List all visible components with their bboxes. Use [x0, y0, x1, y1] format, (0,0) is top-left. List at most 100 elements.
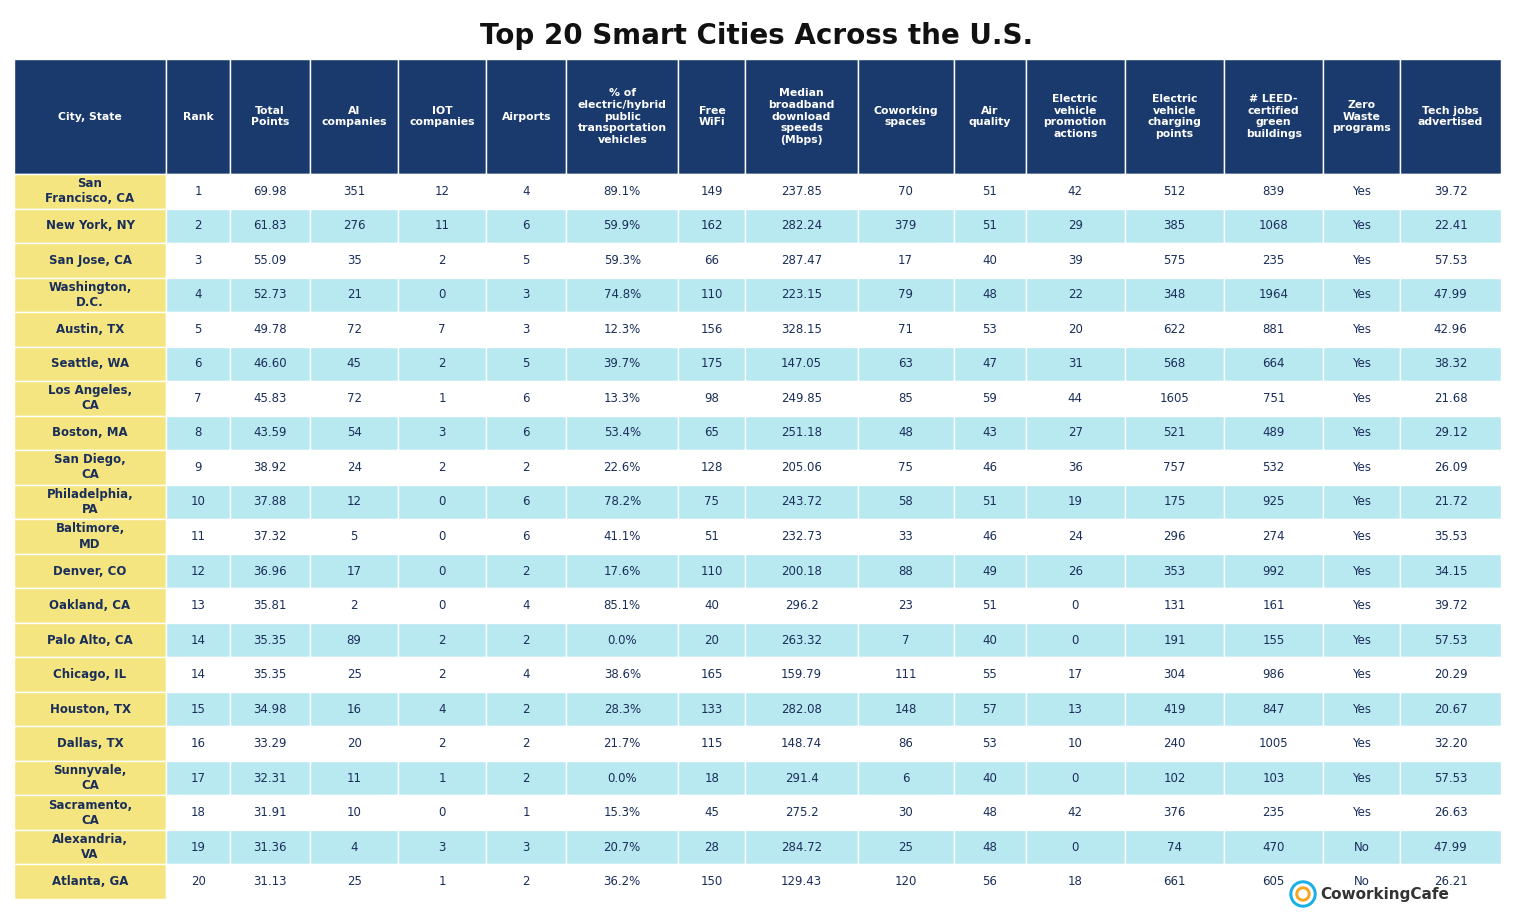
Bar: [567, 554, 679, 588]
Text: 385: 385: [1164, 220, 1186, 233]
Text: 175: 175: [701, 357, 723, 370]
Bar: [14, 726, 167, 761]
Text: 37.88: 37.88: [253, 495, 286, 508]
Bar: [230, 174, 311, 209]
Text: 17: 17: [1068, 668, 1083, 681]
Text: 2: 2: [438, 254, 445, 267]
Bar: [1026, 174, 1124, 209]
Bar: [486, 726, 567, 761]
Bar: [398, 312, 486, 346]
Bar: [398, 830, 486, 865]
Bar: [1124, 381, 1224, 415]
Bar: [857, 519, 953, 554]
Text: 276: 276: [342, 220, 365, 233]
Bar: [230, 726, 311, 761]
Bar: [679, 278, 745, 312]
Bar: [1323, 761, 1400, 796]
Bar: [1323, 796, 1400, 830]
Text: Yes: Yes: [1353, 254, 1371, 267]
Text: Palo Alto, CA: Palo Alto, CA: [47, 633, 133, 647]
Text: 111: 111: [894, 668, 917, 681]
Bar: [311, 346, 398, 381]
Bar: [1026, 830, 1124, 865]
Text: Oakland, CA: Oakland, CA: [50, 599, 130, 612]
Bar: [1400, 381, 1501, 415]
Bar: [953, 796, 1026, 830]
Bar: [745, 796, 857, 830]
Bar: [679, 346, 745, 381]
Text: 22.6%: 22.6%: [603, 461, 641, 474]
Bar: [1026, 761, 1124, 796]
Text: 757: 757: [1164, 461, 1186, 474]
Text: 284.72: 284.72: [780, 841, 823, 854]
Bar: [1323, 554, 1400, 588]
Bar: [857, 623, 953, 657]
Bar: [486, 692, 567, 726]
Text: 56: 56: [982, 875, 997, 889]
Bar: [1224, 243, 1323, 278]
Text: 128: 128: [701, 461, 723, 474]
Bar: [230, 484, 311, 519]
Text: Yes: Yes: [1353, 530, 1371, 543]
Text: 1964: 1964: [1259, 289, 1289, 301]
Bar: [311, 623, 398, 657]
Bar: [1026, 209, 1124, 243]
Bar: [311, 381, 398, 415]
Text: AI
companies: AI companies: [321, 106, 386, 128]
Text: 43.59: 43.59: [253, 426, 286, 439]
Bar: [953, 519, 1026, 554]
Bar: [311, 830, 398, 865]
Text: 15: 15: [191, 703, 206, 716]
Text: 37.32: 37.32: [253, 530, 286, 543]
Bar: [679, 830, 745, 865]
Text: 48: 48: [898, 426, 914, 439]
Bar: [311, 519, 398, 554]
Text: 48: 48: [982, 806, 997, 819]
Bar: [167, 243, 230, 278]
Text: 103: 103: [1262, 772, 1285, 785]
Bar: [1026, 484, 1124, 519]
Bar: [1323, 278, 1400, 312]
Bar: [953, 554, 1026, 588]
Text: 235: 235: [1262, 806, 1285, 819]
Bar: [857, 209, 953, 243]
Bar: [486, 243, 567, 278]
Text: 63: 63: [898, 357, 914, 370]
Text: # LEED-
certified
green
buildings: # LEED- certified green buildings: [1245, 94, 1301, 139]
Text: Yes: Yes: [1353, 564, 1371, 577]
Text: 2: 2: [438, 633, 445, 647]
Bar: [745, 174, 857, 209]
Text: 6: 6: [523, 391, 530, 405]
Text: 5: 5: [523, 357, 530, 370]
Bar: [1124, 692, 1224, 726]
Text: 48: 48: [982, 289, 997, 301]
Text: 159.79: 159.79: [780, 668, 823, 681]
Text: 89: 89: [347, 633, 362, 647]
Text: 22.41: 22.41: [1433, 220, 1468, 233]
Text: 1005: 1005: [1259, 737, 1289, 750]
Bar: [1224, 59, 1323, 174]
Text: 223.15: 223.15: [782, 289, 823, 301]
Bar: [486, 59, 567, 174]
Text: 49.78: 49.78: [253, 323, 286, 335]
Bar: [1224, 588, 1323, 623]
Text: 165: 165: [701, 668, 723, 681]
Text: 24: 24: [347, 461, 362, 474]
Bar: [679, 692, 745, 726]
Text: 57.53: 57.53: [1433, 254, 1467, 267]
Text: 17: 17: [347, 564, 362, 577]
Text: 148: 148: [894, 703, 917, 716]
Text: 47: 47: [982, 357, 997, 370]
Bar: [1026, 519, 1124, 554]
Bar: [1124, 209, 1224, 243]
Bar: [14, 692, 167, 726]
Text: 40: 40: [704, 599, 720, 612]
Text: 2: 2: [194, 220, 201, 233]
Bar: [1224, 692, 1323, 726]
Text: Yes: Yes: [1353, 220, 1371, 233]
Text: 605: 605: [1262, 875, 1285, 889]
Bar: [398, 278, 486, 312]
Bar: [745, 657, 857, 692]
Bar: [1323, 450, 1400, 484]
Text: 26.21: 26.21: [1433, 875, 1468, 889]
